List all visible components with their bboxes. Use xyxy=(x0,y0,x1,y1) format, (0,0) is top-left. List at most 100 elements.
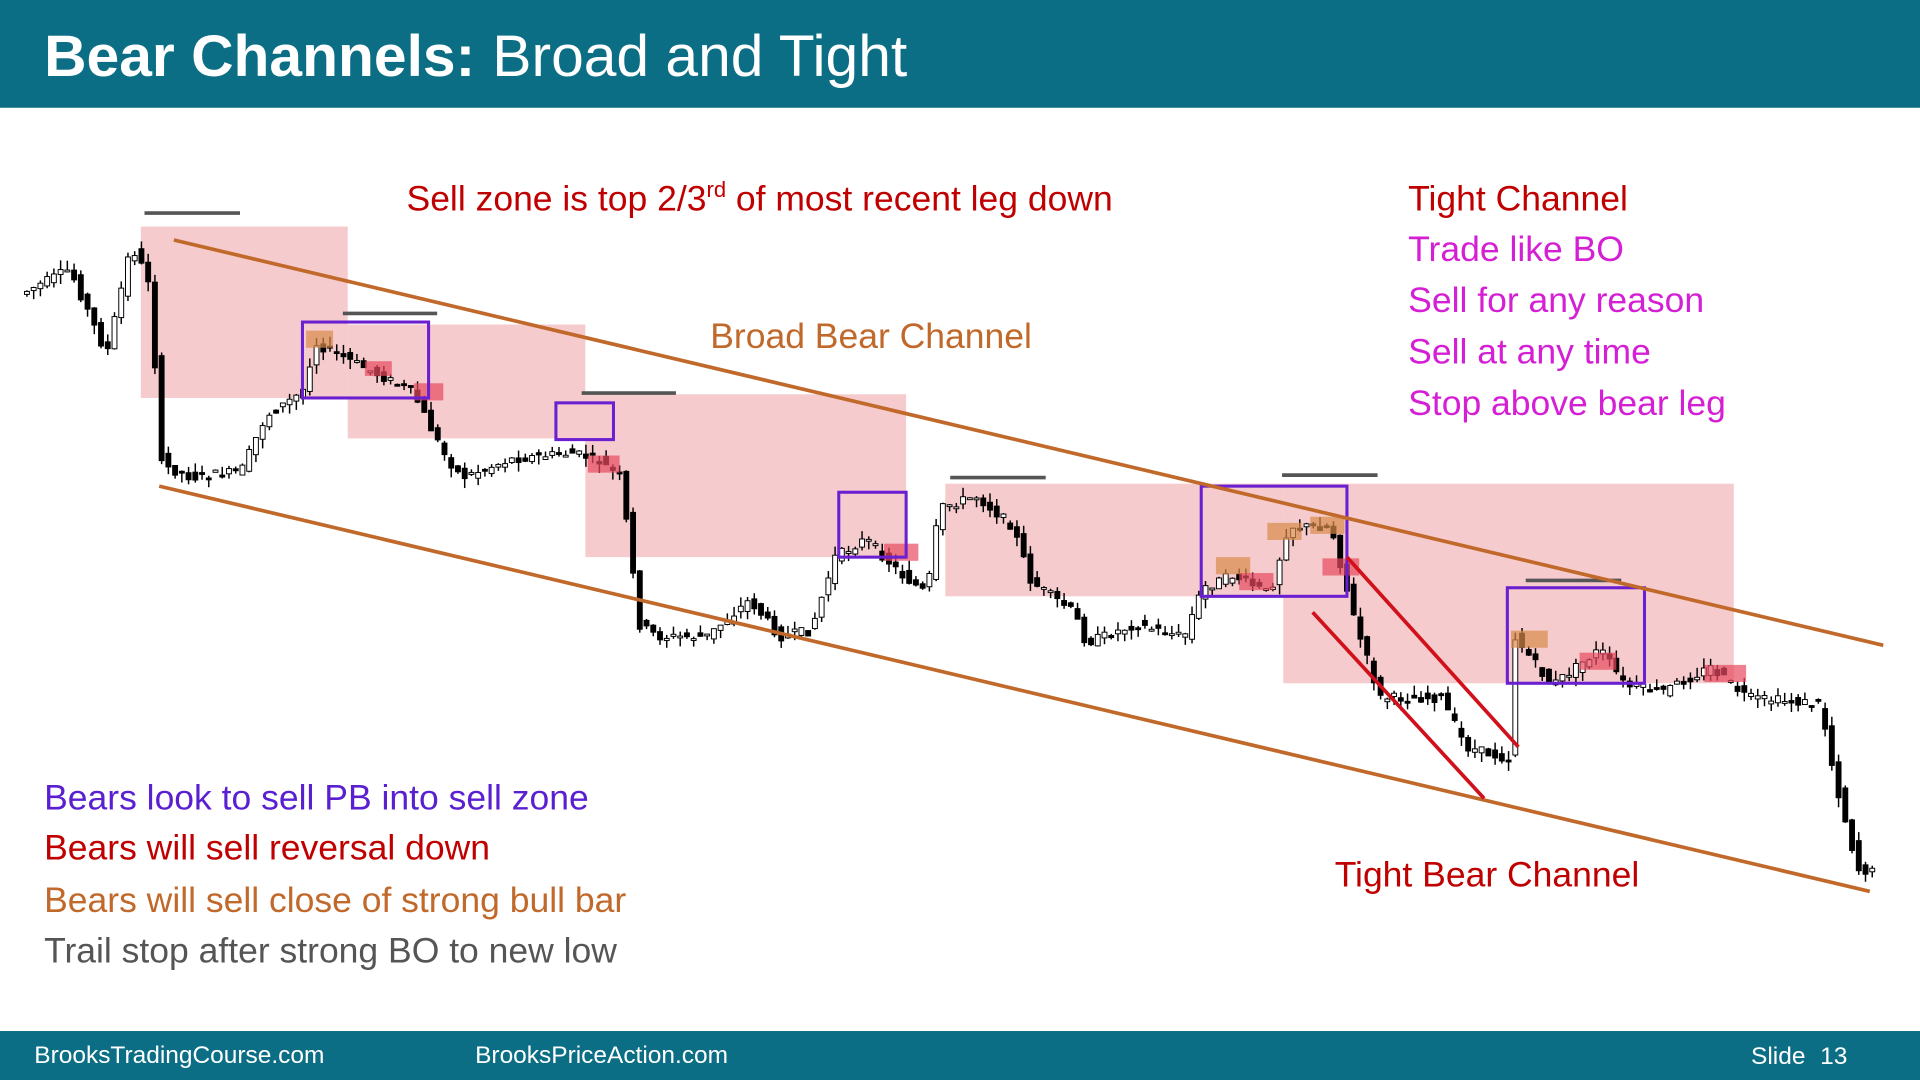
candle-body xyxy=(1862,864,1869,875)
candle-body xyxy=(717,624,724,631)
candle-body xyxy=(906,569,913,584)
tight-note: Sell at any time xyxy=(1408,332,1651,372)
candle-body xyxy=(1808,705,1815,708)
candle-body xyxy=(912,579,919,586)
candle-body xyxy=(1189,614,1195,640)
candle-body xyxy=(677,635,684,639)
sell-zone xyxy=(347,324,586,439)
candle-body xyxy=(1141,619,1148,626)
sell-zone-note: Sell zone is top 2/3rd of most recent leg… xyxy=(407,177,1113,218)
footer-bar xyxy=(0,1031,1920,1080)
candle-body xyxy=(562,454,569,458)
candle-body xyxy=(1088,637,1094,646)
candle-body xyxy=(522,457,529,462)
candle-body xyxy=(475,472,482,479)
pullback-box xyxy=(554,401,616,442)
pullback-box xyxy=(1199,484,1349,598)
candle-body xyxy=(973,497,980,501)
candle-body xyxy=(1822,708,1829,730)
candle-body xyxy=(178,470,185,474)
bear-note: Bears look to sell PB into sell zone xyxy=(44,777,589,817)
candle-body xyxy=(1182,633,1189,638)
candle-body xyxy=(488,466,495,475)
footer: BrooksTradingCourse.com BrooksPriceActio… xyxy=(34,1042,1847,1070)
slide-label: Slide xyxy=(1751,1043,1805,1070)
candle-body xyxy=(131,255,138,262)
candle-body xyxy=(1451,713,1458,721)
candle-body xyxy=(293,394,300,402)
candle-body xyxy=(1485,748,1492,757)
candle-body xyxy=(1842,787,1849,823)
tight-channel xyxy=(1311,555,1520,800)
candle-body xyxy=(401,383,408,387)
sell-zone xyxy=(585,394,907,558)
channel-top xyxy=(173,238,1884,648)
candle-body xyxy=(44,276,51,287)
candle-body xyxy=(91,307,98,326)
broad-label: Broad Bear Channel xyxy=(710,316,1032,356)
candle-body xyxy=(1424,692,1431,700)
candle-body xyxy=(1694,676,1701,681)
candle-body xyxy=(461,467,468,480)
candle-body xyxy=(872,543,879,547)
candle-body xyxy=(549,451,556,456)
reversal-box xyxy=(364,361,392,376)
candle-body xyxy=(199,472,205,475)
high-markers xyxy=(144,211,1622,583)
candle-body xyxy=(286,398,293,406)
candle-body xyxy=(455,465,461,473)
candle-body xyxy=(1849,819,1855,851)
candle-body xyxy=(1350,583,1357,616)
candle-body xyxy=(704,633,711,637)
candle-body xyxy=(1364,636,1371,656)
candle-body xyxy=(569,448,576,454)
superscript: rd xyxy=(706,177,726,202)
candle-body xyxy=(1391,692,1398,697)
candle-body xyxy=(1276,559,1283,586)
candle-body xyxy=(542,456,549,460)
candle-body xyxy=(273,409,280,414)
candle-body xyxy=(30,287,37,292)
candle-body xyxy=(818,596,825,618)
candle-body xyxy=(118,287,125,319)
candle-body xyxy=(1532,653,1539,661)
candle-body xyxy=(690,638,697,641)
candle-body xyxy=(1478,746,1485,754)
bear-notes: Bears look to sell PB into sell zone Bea… xyxy=(44,777,626,970)
candle-body xyxy=(1121,629,1128,635)
candle-body xyxy=(1653,687,1660,690)
candle-body xyxy=(1040,586,1047,590)
candle-body xyxy=(798,627,805,636)
candle-body xyxy=(57,269,64,275)
candle-body xyxy=(1209,587,1216,591)
candle-body xyxy=(205,477,212,481)
candle-body xyxy=(84,293,91,310)
candle-body xyxy=(1445,692,1451,711)
tight-note: Trade like BO xyxy=(1408,229,1624,269)
candle-body xyxy=(1020,533,1027,558)
candle-body xyxy=(1775,695,1781,704)
candle-body xyxy=(1081,616,1088,644)
candle-body xyxy=(1175,631,1182,635)
candle-body xyxy=(1357,616,1364,640)
candle-body xyxy=(582,453,589,459)
candle-body xyxy=(1754,695,1761,700)
candle-body xyxy=(1155,624,1162,629)
candle-body xyxy=(37,282,44,290)
candle-body xyxy=(24,290,30,295)
candle-body xyxy=(1667,684,1674,697)
candle-body xyxy=(1397,697,1404,702)
candle-body xyxy=(354,360,360,363)
candle-body xyxy=(1835,761,1842,799)
candle-body xyxy=(987,501,993,511)
bull-bar-box xyxy=(1310,516,1345,534)
candle-body xyxy=(1229,577,1236,584)
candle-body xyxy=(1202,585,1209,600)
reversal-box xyxy=(587,455,620,473)
candle-body xyxy=(64,269,71,273)
candle-body xyxy=(71,269,78,281)
candle-body xyxy=(434,427,441,441)
bear-note: Trail stop after strong BO to new low xyxy=(44,930,617,970)
candle-body xyxy=(1781,701,1788,704)
